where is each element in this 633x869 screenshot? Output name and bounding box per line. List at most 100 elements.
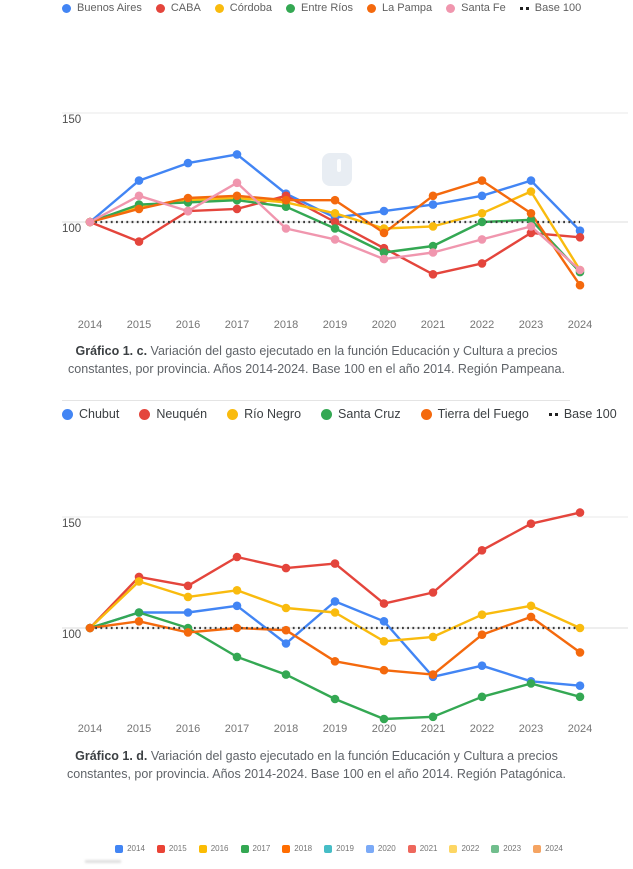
point-tierra-del-fuego-2023[interactable] — [526, 612, 536, 622]
point-santa-cruz-2021[interactable] — [428, 712, 438, 722]
point-tierra-del-fuego-2015[interactable] — [134, 617, 144, 626]
point-cordoba-2019[interactable] — [330, 209, 340, 218]
point-buenos-aires-2016[interactable] — [183, 158, 193, 168]
point-santa-cruz-2017[interactable] — [232, 652, 242, 662]
point-rio-negro-2022[interactable] — [477, 610, 487, 619]
point-la-pampa-2020[interactable] — [379, 228, 389, 238]
point-chubut-2022[interactable] — [477, 661, 487, 670]
point-santa-cruz-2018[interactable] — [281, 670, 291, 679]
point-santa-cruz-2019[interactable] — [330, 694, 340, 704]
point-la-pampa-2017[interactable] — [232, 191, 242, 201]
point-chubut-2024[interactable] — [575, 681, 585, 690]
point-cordoba-2023[interactable] — [526, 187, 536, 196]
point-la-pampa-2019[interactable] — [330, 195, 340, 205]
point-rio-negro-2015[interactable] — [134, 577, 144, 586]
point-santa-fe-2016[interactable] — [183, 206, 193, 216]
point-chubut-2017[interactable] — [232, 601, 242, 611]
point-rio-negro-2017[interactable] — [232, 586, 242, 595]
point-chubut-2019[interactable] — [330, 597, 340, 606]
point-neuquen-2023[interactable] — [526, 519, 536, 528]
point-santa-cruz-2020[interactable] — [379, 714, 389, 724]
point-entre-rios-2023[interactable] — [526, 215, 536, 225]
point-tierra-del-fuego-2019[interactable] — [330, 657, 340, 666]
point-tierra-del-fuego-2014[interactable] — [85, 623, 95, 633]
caption-grafico-1c: Gráfico 1. c. Variación del gasto ejecut… — [0, 343, 633, 378]
point-la-pampa-2018[interactable] — [281, 195, 291, 205]
point-santa-fe-2022[interactable] — [477, 235, 487, 244]
x-tick-label-2015: 2015 — [127, 723, 151, 735]
point-tierra-del-fuego-2021[interactable] — [428, 670, 438, 679]
point-neuquen-2017[interactable] — [232, 552, 242, 562]
point-tierra-del-fuego-2024[interactable] — [575, 648, 585, 657]
point-santa-fe-2017[interactable] — [232, 178, 242, 188]
point-neuquen-2016[interactable] — [183, 581, 193, 591]
point-caba-2023[interactable] — [526, 228, 536, 238]
point-caba-2019[interactable] — [330, 217, 340, 227]
year-legend-label: 2015 — [168, 844, 187, 853]
point-buenos-aires-2017[interactable] — [232, 150, 242, 159]
point-la-pampa-2021[interactable] — [428, 191, 438, 201]
point-tierra-del-fuego-2018[interactable] — [281, 625, 291, 635]
point-la-pampa-2016[interactable] — [183, 193, 193, 203]
point-rio-negro-2018[interactable] — [281, 603, 291, 613]
point-tierra-del-fuego-2022[interactable] — [477, 630, 487, 639]
point-santa-cruz-2022[interactable] — [477, 692, 487, 702]
point-santa-fe-2015[interactable] — [134, 191, 144, 201]
point-entre-rios-2019[interactable] — [330, 224, 340, 233]
point-la-pampa-2024[interactable] — [575, 280, 585, 290]
point-santa-fe-2014[interactable] — [85, 217, 95, 227]
point-cordoba-2021[interactable] — [428, 222, 438, 231]
point-santa-cruz-2024[interactable] — [575, 692, 585, 702]
point-santa-fe-2019[interactable] — [330, 235, 340, 244]
point-caba-2017[interactable] — [232, 204, 242, 214]
point-santa-cruz-2015[interactable] — [134, 608, 144, 617]
point-entre-rios-2018[interactable] — [281, 202, 291, 211]
point-buenos-aires-2015[interactable] — [134, 176, 144, 185]
point-cordoba-2022[interactable] — [477, 209, 487, 218]
point-chubut-2020[interactable] — [379, 617, 389, 626]
point-la-pampa-2022[interactable] — [477, 176, 487, 185]
point-rio-negro-2016[interactable] — [183, 592, 193, 602]
point-entre-rios-2022[interactable] — [477, 217, 487, 227]
point-neuquen-2019[interactable] — [330, 559, 340, 568]
point-rio-negro-2021[interactable] — [428, 632, 438, 642]
point-entre-rios-2021[interactable] — [428, 241, 438, 251]
x-tick-label-2016: 2016 — [176, 319, 200, 331]
legend-label: Entre Ríos — [301, 2, 353, 14]
point-caba-2022[interactable] — [477, 259, 487, 268]
point-neuquen-2021[interactable] — [428, 588, 438, 597]
point-buenos-aires-2021[interactable] — [428, 200, 438, 209]
point-santa-fe-2021[interactable] — [428, 248, 438, 257]
point-neuquen-2022[interactable] — [477, 546, 487, 555]
point-chubut-2016[interactable] — [183, 608, 193, 617]
point-la-pampa-2015[interactable] — [134, 204, 144, 214]
legend-item-caba: CABA — [155, 2, 201, 14]
point-caba-2024[interactable] — [575, 233, 585, 242]
point-santa-cruz-2023[interactable] — [526, 679, 536, 688]
point-santa-fe-2023[interactable] — [526, 222, 536, 231]
point-la-pampa-2023[interactable] — [526, 209, 536, 218]
point-caba-2015[interactable] — [134, 237, 144, 246]
point-santa-fe-2018[interactable] — [281, 224, 291, 233]
point-caba-2021[interactable] — [428, 270, 438, 279]
point-rio-negro-2019[interactable] — [330, 608, 340, 617]
point-neuquen-2024[interactable] — [575, 508, 585, 517]
point-neuquen-2020[interactable] — [379, 599, 389, 608]
point-neuquen-2018[interactable] — [281, 563, 291, 573]
point-rio-negro-2020[interactable] — [379, 637, 389, 646]
point-tierra-del-fuego-2017[interactable] — [232, 623, 242, 633]
point-rio-negro-2024[interactable] — [575, 623, 585, 633]
point-tierra-del-fuego-2020[interactable] — [379, 665, 389, 675]
point-buenos-aires-2022[interactable] — [477, 191, 487, 201]
point-chubut-2018[interactable] — [281, 639, 291, 648]
point-rio-negro-2023[interactable] — [526, 601, 536, 611]
point-tierra-del-fuego-2016[interactable] — [183, 628, 193, 637]
point-buenos-aires-2023[interactable] — [526, 176, 536, 185]
legend-item-chubut: Chubut — [62, 407, 119, 421]
point-buenos-aires-2020[interactable] — [379, 206, 389, 216]
point-buenos-aires-2024[interactable] — [575, 226, 585, 235]
point-santa-fe-2024[interactable] — [575, 265, 585, 275]
point-santa-fe-2020[interactable] — [379, 254, 389, 264]
point-entre-rios-2020[interactable] — [379, 248, 389, 257]
floating-widget[interactable] — [322, 153, 352, 186]
